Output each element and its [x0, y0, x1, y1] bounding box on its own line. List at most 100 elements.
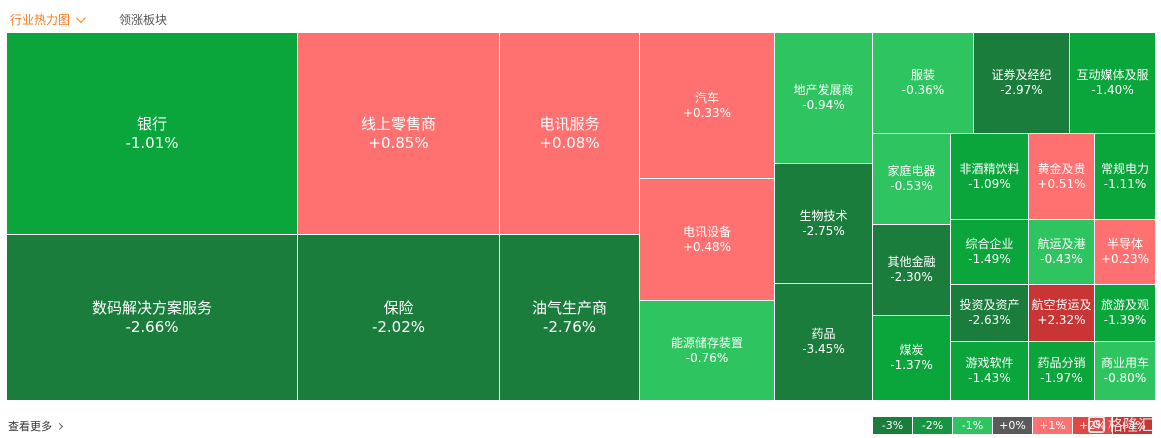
sector-name: 线上零售商: [360, 114, 436, 133]
sector-cell[interactable]: 油气生产商 -2.76%: [500, 235, 640, 401]
sector-change: +0.85%: [368, 133, 429, 152]
view-more-label: 查看更多: [8, 420, 52, 433]
watermark-logo: G 格隆汇: [1088, 412, 1153, 436]
sector-change: -2.76%: [542, 317, 597, 336]
sector-change: -2.66%: [125, 317, 179, 336]
sector-name: 投资及资产: [959, 298, 1020, 312]
sector-change: -1.39%: [1103, 313, 1147, 327]
sector-change: +2.32%: [1037, 313, 1086, 327]
sector-cell[interactable]: 投资及资产 -2.63%: [951, 285, 1029, 342]
sector-change: -1.11%: [1103, 176, 1147, 191]
sector-change: -2.97%: [1000, 83, 1043, 97]
legend-swatch: +0%: [993, 417, 1033, 434]
sector-change: -2.63%: [968, 313, 1011, 327]
sector-name: 航运及港: [1037, 237, 1086, 251]
sector-cell[interactable]: 游戏软件 -1.43%: [951, 342, 1029, 401]
sector-name: 游戏软件: [965, 356, 1014, 370]
sector-name: 银行: [136, 114, 167, 133]
sector-cell[interactable]: 电讯服务 +0.08%: [500, 33, 640, 235]
sector-name: 煤炭: [899, 343, 924, 357]
sector-change: -0.53%: [890, 179, 933, 193]
color-legend: -3% -2% -1% +0% +1% +2% +3%: [873, 417, 1153, 434]
sector-name: 旅游及观: [1100, 298, 1149, 312]
sector-name: 非酒精饮料: [959, 161, 1020, 176]
sector-cell[interactable]: 家庭电器 -0.53%: [873, 134, 951, 225]
sector-cell[interactable]: 综合企业 -1.49%: [951, 220, 1029, 285]
tab-leading-sectors[interactable]: 领涨板块: [119, 12, 168, 27]
sector-change: -0.43%: [1040, 252, 1083, 266]
sector-cell[interactable]: 药品分销 -1.97%: [1029, 342, 1095, 401]
sector-name: 证券及经纪: [991, 68, 1052, 82]
sector-cell[interactable]: 地产发展商 -0.94%: [775, 33, 873, 164]
sector-name: 药品: [811, 327, 836, 341]
chevron-right-icon: [55, 422, 64, 430]
watermark-glyph: G: [1088, 415, 1105, 433]
sector-cell[interactable]: 银行 -1.01%: [7, 33, 298, 235]
sector-change: -1.43%: [968, 371, 1011, 385]
sector-change: +0.33%: [682, 105, 732, 120]
sector-cell[interactable]: 黄金及贵 +0.51%: [1029, 134, 1095, 220]
sector-name: 服装: [910, 68, 935, 82]
legend-swatch: +3%: [1113, 417, 1153, 434]
sector-cell[interactable]: 保险 -2.02%: [298, 235, 500, 401]
legend-swatch: -2%: [913, 417, 953, 434]
view-more-link[interactable]: 查看更多: [8, 418, 64, 434]
legend-swatch: +1%: [1033, 417, 1073, 434]
sector-change: -1.01%: [125, 133, 179, 152]
sector-name: 药品分销: [1037, 356, 1086, 370]
sector-cell[interactable]: 药品 -3.45%: [775, 284, 873, 401]
sector-name: 电讯设备: [682, 224, 731, 239]
sector-change: +0.08%: [539, 133, 600, 152]
sector-name: 电讯服务: [539, 114, 600, 133]
sector-cell[interactable]: 互动媒体及服 -1.40%: [1070, 33, 1156, 134]
sector-change: -0.76%: [685, 350, 729, 365]
sector-cell[interactable]: 非酒精饮料 -1.09%: [951, 134, 1029, 220]
sector-cell[interactable]: 其他金融 -2.30%: [873, 225, 951, 316]
sector-name: 生物技术: [799, 208, 848, 223]
sector-name: 油气生产商: [531, 298, 607, 317]
sector-cell[interactable]: 线上零售商 +0.85%: [298, 33, 500, 235]
sector-cell[interactable]: 航运及港 -0.43%: [1029, 220, 1095, 285]
sector-cell[interactable]: 电讯设备 +0.48%: [640, 179, 775, 301]
sector-change: -2.75%: [802, 223, 845, 238]
tab-industry-heatmap-label: 行业热力图: [10, 12, 71, 27]
sector-cell[interactable]: 证券及经纪 -2.97%: [974, 33, 1070, 134]
sector-name: 保险: [383, 298, 414, 317]
sector-change: +0.51%: [1037, 176, 1086, 191]
sector-name: 航空货运及: [1031, 298, 1092, 312]
sector-cell[interactable]: 煤炭 -1.37%: [873, 316, 951, 401]
sector-cell[interactable]: 常规电力 -1.11%: [1095, 134, 1156, 220]
sector-cell[interactable]: 汽车 +0.33%: [640, 33, 775, 179]
watermark-text: 格隆汇: [1108, 415, 1154, 434]
sector-change: -1.49%: [968, 252, 1011, 266]
sector-cell[interactable]: 数码解决方案服务 -2.66%: [7, 235, 298, 401]
sector-cell[interactable]: 服装 -0.36%: [873, 33, 974, 134]
sector-name: 汽车: [694, 90, 719, 105]
sector-cell[interactable]: 航空货运及 +2.32%: [1029, 285, 1095, 342]
sector-cell[interactable]: 生物技术 -2.75%: [775, 164, 873, 284]
sector-name: 常规电力: [1100, 161, 1149, 176]
sector-name: 数码解决方案服务: [91, 298, 212, 317]
sector-name: 能源储存装置: [670, 335, 743, 350]
sector-cell[interactable]: 商业用车 -0.80%: [1095, 342, 1156, 401]
sector-cell[interactable]: 半导体 +0.23%: [1095, 220, 1156, 285]
tab-industry-heatmap[interactable]: 行业热力图: [10, 11, 86, 28]
sector-name: 家庭电器: [887, 164, 936, 178]
sector-change: -2.30%: [890, 270, 933, 284]
tab-bar: 行业热力图 领涨板块: [10, 10, 167, 28]
sector-change: +0.48%: [682, 239, 732, 254]
sector-change: -1.37%: [890, 358, 933, 372]
sector-change: -3.45%: [802, 342, 845, 356]
sector-name: 商业用车: [1100, 356, 1149, 370]
sector-name: 黄金及贵: [1037, 161, 1086, 176]
sector-change: -0.36%: [901, 83, 945, 97]
legend-swatch: -3%: [873, 417, 913, 434]
sector-cell[interactable]: 能源储存装置 -0.76%: [640, 301, 775, 401]
sector-cell[interactable]: 旅游及观 -1.39%: [1095, 285, 1156, 342]
sector-name: 其他金融: [887, 255, 936, 269]
sector-change: -2.02%: [371, 317, 426, 336]
sector-change: -0.80%: [1103, 371, 1147, 385]
legend-swatch: -1%: [953, 417, 993, 434]
sector-change: -0.94%: [802, 98, 845, 112]
